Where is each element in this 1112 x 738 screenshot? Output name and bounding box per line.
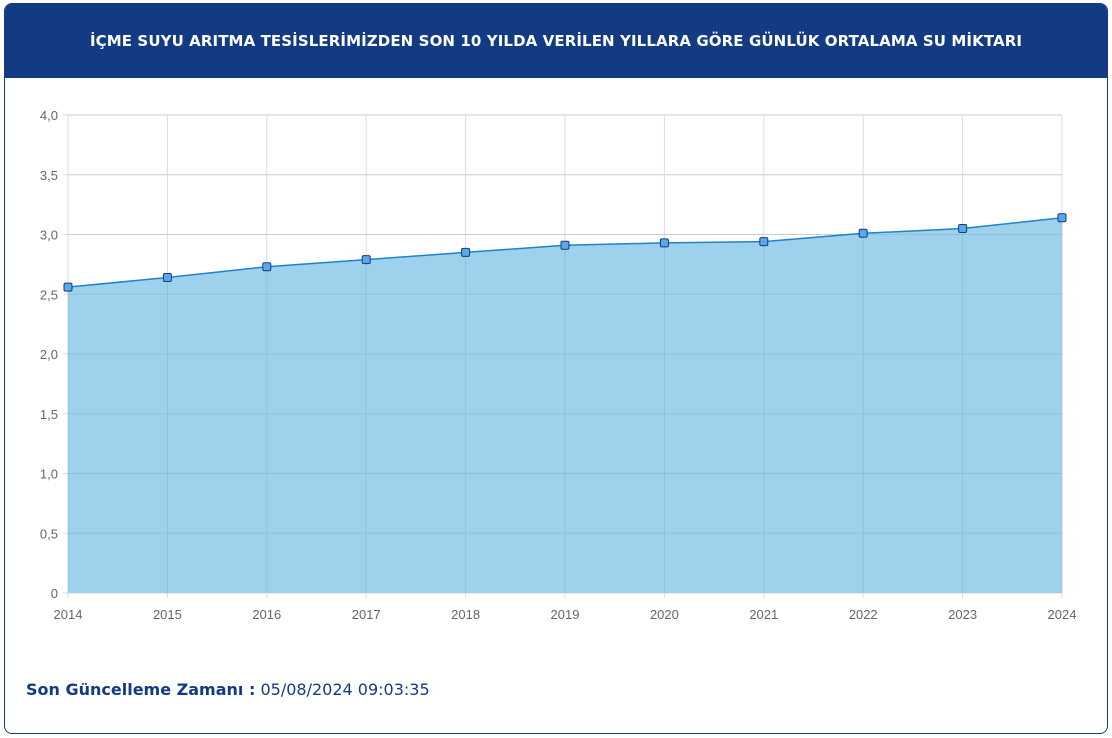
- x-tick-label: 2023: [948, 607, 977, 622]
- y-tick-label: 2,5: [40, 287, 58, 302]
- x-tick-label: 2018: [451, 607, 480, 622]
- data-point: [858, 228, 868, 238]
- y-tick-label: 0,5: [40, 526, 58, 541]
- data-point: [560, 240, 570, 250]
- x-tick-label: 2019: [551, 607, 580, 622]
- last-updated-value: 05/08/2024 09:03:35: [260, 680, 430, 699]
- data-point: [461, 247, 471, 257]
- x-tick-label: 2022: [849, 607, 878, 622]
- chart-title: İÇME SUYU ARITMA TESİSLERİMİZDEN SON 10 …: [5, 4, 1107, 78]
- y-tick-label: 2,0: [40, 347, 58, 362]
- data-point: [1057, 213, 1067, 223]
- x-tick-label: 2015: [153, 607, 182, 622]
- y-tick-label: 0: [51, 586, 58, 601]
- area-chart: 0 0,5 1,0 1,5 2,0 2,5 3,0 3,5 4,0 2014 2015 2016 201…: [40, 108, 1077, 622]
- data-point: [659, 238, 669, 248]
- y-tick-label: 3,0: [40, 228, 58, 243]
- last-updated: Son Güncelleme Zamanı : 05/08/2024 09:03…: [26, 680, 430, 699]
- data-point: [958, 224, 968, 234]
- y-tick-label: 3,5: [40, 168, 58, 183]
- data-point: [162, 273, 172, 283]
- data-point: [759, 237, 769, 247]
- x-tick-label: 2014: [54, 607, 83, 622]
- y-tick-label: 1,5: [40, 407, 58, 422]
- x-tick-label: 2020: [650, 607, 679, 622]
- area-fill: [68, 217, 1062, 593]
- data-point: [262, 262, 272, 272]
- last-updated-label: Son Güncelleme Zamanı :: [26, 680, 256, 699]
- data-point: [63, 282, 73, 292]
- y-tick-label: 1,0: [40, 467, 58, 482]
- x-tick-label: 2021: [749, 607, 778, 622]
- data-point: [361, 255, 371, 265]
- x-tick-label: 2016: [252, 607, 281, 622]
- y-tick-label: 4,0: [40, 108, 58, 123]
- x-tick-label: 2017: [352, 607, 381, 622]
- x-tick-label: 2024: [1048, 607, 1077, 622]
